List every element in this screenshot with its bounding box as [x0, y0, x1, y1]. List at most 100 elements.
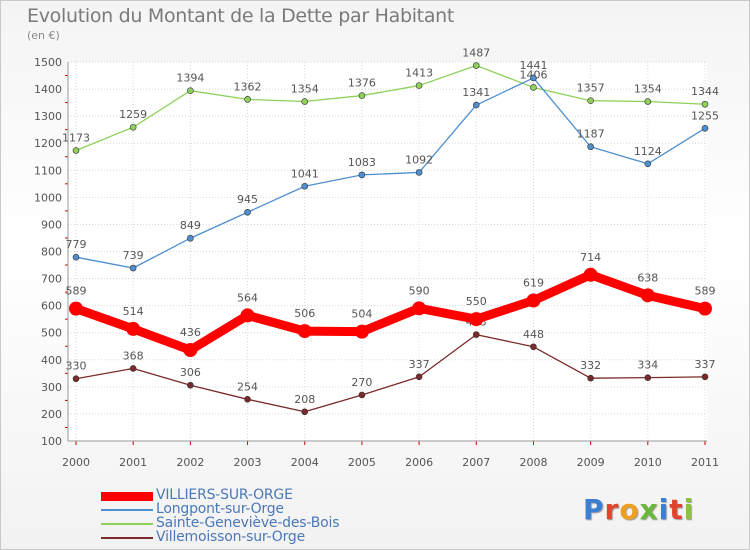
series-line-0 [71, 270, 710, 355]
data-point [644, 160, 652, 168]
data-label: 514 [123, 305, 144, 318]
data-label: 739 [123, 249, 144, 262]
legend-swatch-sainte-genevieve [101, 523, 153, 525]
series-line-3 [75, 333, 706, 413]
legend-label-villemoisson: Villemoisson-sur-Orge [156, 529, 306, 545]
data-label: 1124 [634, 145, 662, 158]
data-label: 208 [294, 393, 315, 406]
data-label: 1441 [519, 59, 547, 72]
data-point [530, 74, 537, 82]
data-label: 1394 [176, 72, 204, 85]
y-tick-label: 700 [41, 273, 62, 286]
x-tick-label: 2002 [176, 456, 204, 469]
data-label: 1354 [634, 83, 662, 96]
data-point [469, 312, 484, 327]
y-tick-label: 600 [41, 300, 62, 313]
data-label: 779 [66, 238, 87, 251]
data-point [472, 62, 480, 69]
data-label: 506 [294, 307, 315, 320]
data-label: 550 [466, 295, 487, 308]
legend-label-longpont: Longpont-sur-Orge [156, 501, 284, 517]
y-tick-label: 1200 [34, 137, 62, 150]
y-tick-label: 100 [41, 435, 62, 448]
legend-item-villemoisson: Villemoisson-sur-Orge [101, 529, 401, 546]
data-label: 714 [580, 251, 601, 264]
y-tick-label: 400 [41, 354, 62, 367]
data-label: 849 [180, 219, 201, 232]
data-point [358, 92, 366, 99]
data-point [301, 408, 309, 416]
x-tick-label: 2001 [119, 456, 147, 469]
data-label: 1187 [577, 128, 605, 141]
data-label: 448 [523, 328, 544, 341]
data-point [129, 123, 137, 131]
x-tick-label: 2003 [234, 456, 262, 469]
data-point [354, 324, 369, 339]
y-tick-label: 800 [41, 246, 62, 259]
x-tick-label: 2004 [291, 456, 319, 469]
x-tick-label: 2010 [634, 456, 662, 469]
proxiti-logo: Proxiti [583, 493, 695, 526]
data-label: 1413 [405, 67, 433, 80]
data-point [587, 374, 594, 382]
data-label: 368 [123, 349, 144, 362]
data-point [415, 169, 423, 176]
data-point [472, 101, 480, 109]
data-label: 1487 [462, 47, 490, 60]
data-point [72, 147, 80, 154]
data-label: 638 [637, 271, 658, 284]
y-tick-label: 1000 [34, 191, 62, 204]
data-point [301, 98, 309, 105]
data-point [187, 87, 194, 94]
data-point [358, 171, 366, 179]
legend-label-villiers: VILLIERS-SUR-ORGE [156, 487, 293, 503]
legend-swatch-longpont [101, 509, 153, 511]
data-label: 1344 [691, 85, 719, 98]
data-label: 945 [237, 193, 258, 206]
data-label: 1354 [291, 83, 319, 96]
x-tick-label: 2009 [577, 456, 605, 469]
data-point [301, 182, 309, 190]
data-label: 1376 [348, 77, 376, 90]
data-point [530, 84, 537, 91]
data-label: 1041 [291, 167, 319, 180]
y-tick-label: 1500 [34, 56, 62, 69]
data-label: 1092 [405, 153, 433, 166]
data-label: 589 [66, 285, 87, 298]
y-tick-label: 300 [41, 381, 62, 394]
data-point [412, 301, 427, 316]
y-tick-label: 1100 [34, 164, 62, 177]
data-point [415, 82, 423, 89]
x-tick-label: 2000 [62, 456, 90, 469]
data-point [587, 97, 594, 105]
data-point [129, 264, 137, 272]
data-label: 337 [409, 358, 430, 371]
data-label: 1357 [577, 82, 605, 95]
data-point [129, 365, 137, 372]
data-point [644, 98, 652, 105]
data-point [240, 308, 255, 323]
y-tick-label: 1400 [34, 83, 62, 96]
data-label: 1173 [62, 132, 90, 145]
data-point [187, 381, 194, 389]
data-label: 504 [351, 308, 372, 321]
data-point [701, 125, 709, 132]
data-label: 306 [180, 366, 201, 379]
chart-unit-label: (en €) [27, 29, 60, 42]
series-line-2 [75, 64, 706, 152]
data-label: 1255 [691, 109, 719, 122]
data-label: 334 [637, 359, 658, 372]
data-label: 1259 [119, 108, 147, 121]
data-point [244, 396, 251, 403]
series-line-1 [75, 77, 706, 269]
legend-item-sainte-genevieve: Sainte-Geneviève-des-Bois [101, 515, 401, 532]
y-tick-label: 200 [41, 408, 62, 421]
data-point [297, 324, 312, 339]
data-point [69, 301, 83, 316]
x-tick-label: 2005 [348, 456, 376, 469]
legend-item-longpont: Longpont-sur-Orge [101, 501, 401, 518]
data-label: 589 [695, 285, 716, 298]
data-point [415, 373, 423, 381]
